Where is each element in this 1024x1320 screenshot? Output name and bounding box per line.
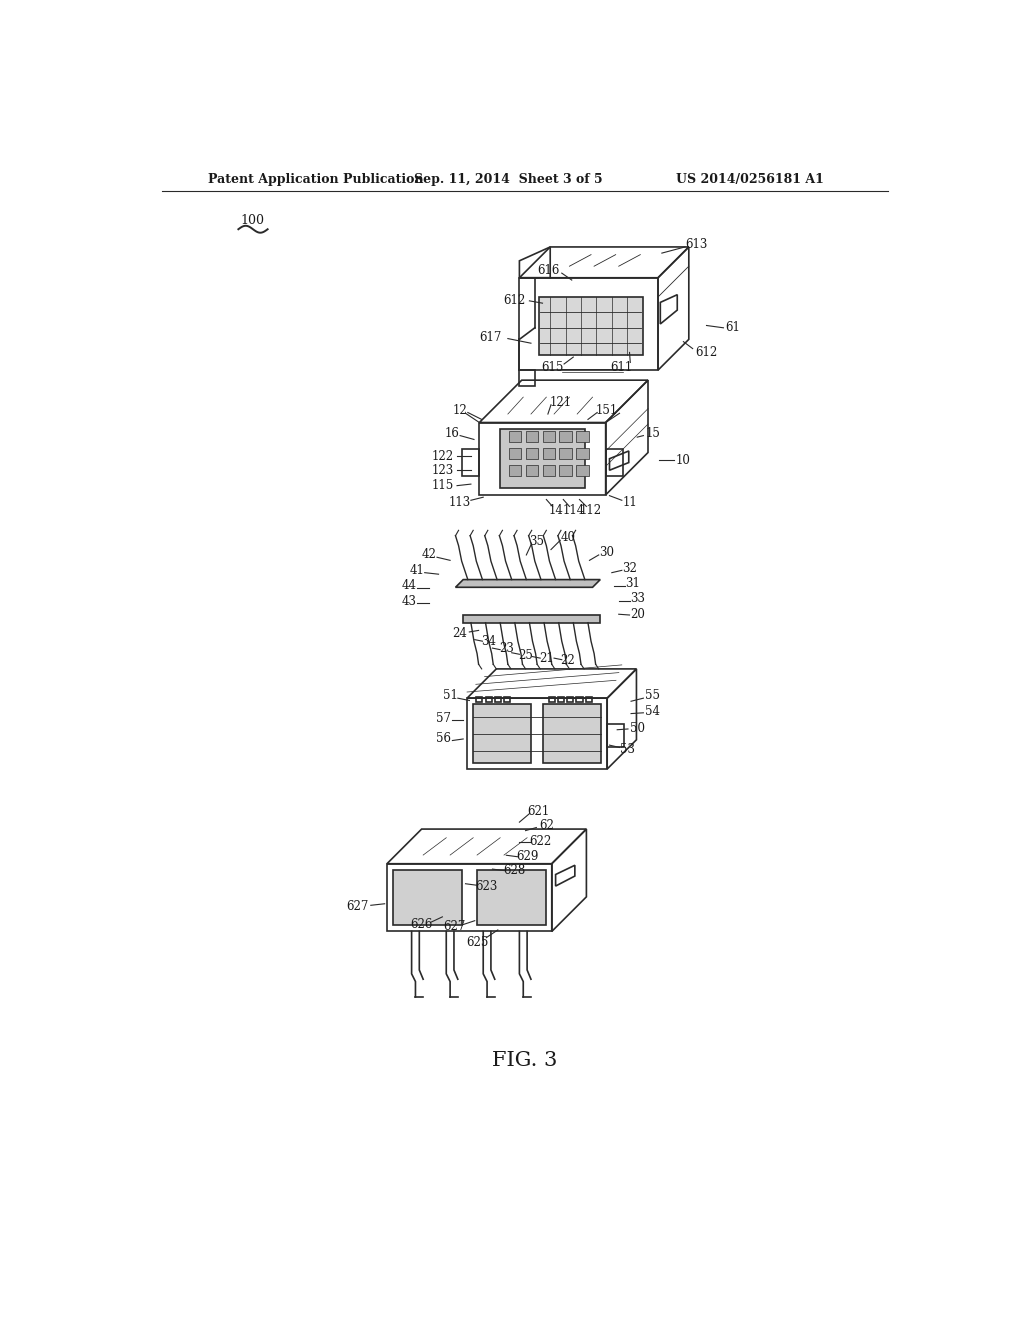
Text: 626: 626: [411, 917, 433, 931]
Text: 31: 31: [626, 577, 640, 590]
Text: 30: 30: [599, 546, 614, 560]
Text: 114: 114: [562, 504, 585, 517]
Text: 629: 629: [516, 850, 539, 863]
Text: 44: 44: [401, 579, 417, 593]
Text: 625: 625: [466, 936, 488, 949]
Text: 10: 10: [676, 454, 691, 467]
Text: 122: 122: [432, 450, 455, 463]
Polygon shape: [509, 447, 521, 459]
Polygon shape: [577, 430, 589, 442]
Polygon shape: [544, 705, 601, 763]
Text: 54: 54: [645, 705, 660, 718]
Polygon shape: [463, 615, 600, 623]
Text: 40: 40: [560, 531, 575, 544]
Text: 16: 16: [445, 426, 460, 440]
Text: 42: 42: [422, 548, 437, 561]
Text: 51: 51: [442, 689, 458, 702]
Text: 115: 115: [432, 479, 455, 492]
Text: 24: 24: [453, 627, 468, 640]
Text: 23: 23: [499, 643, 514, 656]
Polygon shape: [509, 430, 521, 442]
Polygon shape: [477, 870, 546, 925]
Text: 15: 15: [645, 426, 660, 440]
Text: 41: 41: [410, 564, 424, 577]
Text: 121: 121: [549, 396, 571, 409]
Polygon shape: [577, 447, 589, 459]
Text: 62: 62: [539, 820, 554, 833]
Text: 615: 615: [542, 362, 563, 375]
Text: 61: 61: [725, 321, 740, 334]
Text: 617: 617: [479, 330, 502, 343]
Text: 21: 21: [539, 652, 554, 665]
Polygon shape: [500, 429, 585, 488]
Polygon shape: [393, 870, 462, 925]
Text: FIG. 3: FIG. 3: [493, 1051, 557, 1071]
Polygon shape: [559, 430, 571, 442]
Polygon shape: [559, 447, 571, 459]
Polygon shape: [559, 465, 571, 475]
Text: 32: 32: [623, 561, 637, 574]
Polygon shape: [543, 430, 555, 442]
Polygon shape: [539, 297, 643, 355]
Text: 113: 113: [449, 496, 471, 510]
Text: 53: 53: [621, 743, 636, 756]
Text: 627: 627: [442, 920, 465, 933]
Text: 627: 627: [346, 900, 369, 913]
Text: 20: 20: [630, 607, 645, 620]
Text: 612: 612: [503, 294, 525, 308]
Text: 11: 11: [623, 496, 637, 510]
Text: 123: 123: [432, 463, 455, 477]
Text: 43: 43: [401, 594, 417, 607]
Polygon shape: [525, 430, 538, 442]
Text: 25: 25: [518, 648, 534, 661]
Text: Sep. 11, 2014  Sheet 3 of 5: Sep. 11, 2014 Sheet 3 of 5: [414, 173, 602, 186]
Text: Patent Application Publication: Patent Application Publication: [208, 173, 423, 186]
Text: 100: 100: [241, 214, 264, 227]
Polygon shape: [509, 465, 521, 475]
Text: 12: 12: [453, 404, 468, 417]
Text: 611: 611: [610, 362, 633, 375]
Text: 33: 33: [630, 593, 645, 606]
Text: 57: 57: [435, 711, 451, 725]
Polygon shape: [525, 447, 538, 459]
Text: 22: 22: [560, 653, 575, 667]
Text: 616: 616: [538, 264, 560, 277]
Polygon shape: [456, 579, 600, 587]
Text: 622: 622: [529, 834, 551, 847]
Text: 14: 14: [549, 504, 564, 517]
Text: 56: 56: [435, 733, 451, 746]
Polygon shape: [543, 465, 555, 475]
Text: 613: 613: [685, 238, 708, 251]
Text: 55: 55: [645, 689, 660, 702]
Polygon shape: [543, 447, 555, 459]
Text: 35: 35: [529, 536, 545, 548]
Text: 151: 151: [595, 404, 617, 417]
Polygon shape: [473, 705, 531, 763]
Text: 621: 621: [527, 805, 550, 818]
Polygon shape: [525, 465, 538, 475]
Text: 112: 112: [580, 504, 602, 517]
Text: US 2014/0256181 A1: US 2014/0256181 A1: [676, 173, 823, 186]
Text: 34: 34: [481, 635, 496, 648]
Polygon shape: [577, 465, 589, 475]
Text: 628: 628: [503, 865, 525, 878]
Text: 612: 612: [695, 346, 718, 359]
Text: 50: 50: [630, 722, 645, 735]
Text: 623: 623: [475, 879, 498, 892]
